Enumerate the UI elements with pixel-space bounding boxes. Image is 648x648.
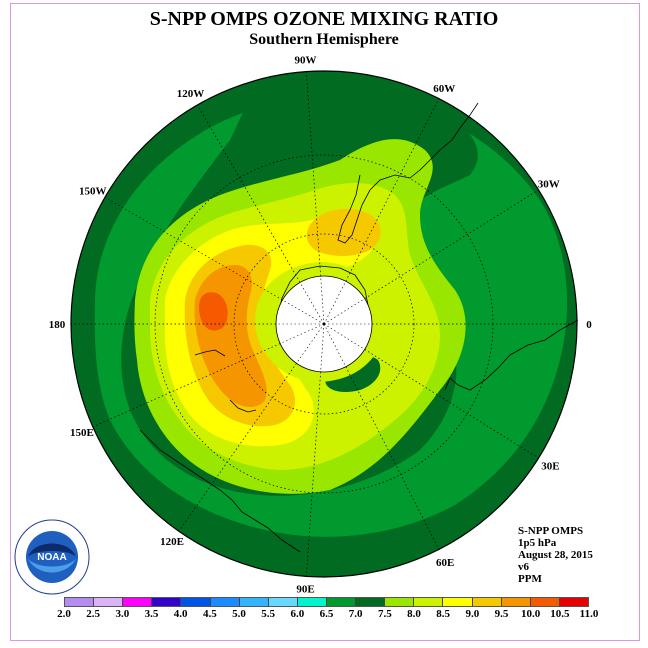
colorbar-tick: 10.0 bbox=[521, 608, 541, 620]
colorbar-segment bbox=[268, 598, 298, 606]
colorbar-segment bbox=[326, 598, 357, 606]
cap-meridian-line bbox=[320, 276, 325, 325]
colorbar-segment bbox=[385, 598, 415, 606]
colorbar-segment bbox=[239, 598, 269, 606]
longitude-label: 150E bbox=[70, 427, 94, 439]
figure-frame bbox=[10, 3, 640, 641]
colorbar-tick: 9.0 bbox=[465, 608, 480, 620]
info-instrument: S-NPP OMPS bbox=[518, 525, 584, 537]
cap-meridian-line bbox=[323, 281, 347, 325]
longitude-label: 90W bbox=[295, 55, 317, 67]
cap-meridian-line bbox=[323, 323, 347, 367]
colorbar-tick: 11.0 bbox=[579, 608, 599, 620]
colorbar bbox=[64, 597, 589, 607]
colorbar-tick: 7.5 bbox=[377, 608, 392, 620]
longitude-label: 120W bbox=[177, 88, 205, 100]
map-title: S-NPP OMPS OZONE MIXING RATIO bbox=[149, 8, 499, 30]
colorbar-tick: 8.0 bbox=[407, 608, 421, 620]
coastlines bbox=[139, 102, 579, 553]
info-units: PPM bbox=[518, 573, 542, 585]
colorbar-tick: 3.0 bbox=[115, 608, 130, 620]
logo-seal bbox=[26, 531, 78, 583]
africa-coast bbox=[444, 319, 579, 391]
colorbar-segment bbox=[65, 598, 95, 606]
longitude-label: 30E bbox=[541, 460, 559, 472]
new-zealand-coast bbox=[194, 349, 257, 413]
colorbar-tick: 6.5 bbox=[319, 608, 334, 620]
south-america-coast bbox=[337, 102, 479, 244]
colorbar-segment bbox=[94, 598, 124, 606]
colorbar-tick: 8.5 bbox=[436, 608, 451, 620]
colorbar-tick: 2.0 bbox=[57, 608, 71, 620]
colorbar-tick: 4.0 bbox=[173, 608, 188, 620]
longitude-label: 150W bbox=[79, 186, 107, 198]
longitude-label: 30W bbox=[538, 179, 560, 191]
info-date: August 28, 2015 bbox=[518, 549, 593, 561]
info-pressure: 1p5 hPa bbox=[518, 537, 557, 549]
map-subtitle: Southern Hemisphere bbox=[249, 31, 399, 48]
colorbar-segment bbox=[123, 598, 153, 606]
contour-8.5-9.0-north bbox=[306, 208, 381, 256]
colorbar-segment bbox=[530, 598, 560, 606]
colorbar-segment bbox=[152, 598, 182, 606]
colorbar-tick: 9.5 bbox=[494, 608, 509, 620]
longitude-label: 120E bbox=[160, 536, 184, 548]
cap-meridian-line bbox=[299, 282, 325, 325]
longitude-label: 60E bbox=[436, 557, 454, 569]
colorbar-segment bbox=[297, 598, 327, 606]
colorbar-tick: 10.5 bbox=[550, 608, 570, 620]
longitude-label: 90E bbox=[296, 583, 314, 595]
colorbar-segment bbox=[356, 598, 386, 606]
colorbar-segment bbox=[210, 598, 240, 606]
colorbar-tick: 6.0 bbox=[290, 608, 305, 620]
colorbar-segment bbox=[414, 598, 444, 606]
colorbar-tick: 5.0 bbox=[232, 608, 246, 620]
product-info: S-NPP OMPS 1p5 hPa August 28, 2015 v6 PP… bbox=[518, 525, 593, 585]
longitude-label: 60W bbox=[433, 83, 455, 95]
longitude-label: 180 bbox=[49, 319, 66, 331]
cap-meridian-line bbox=[320, 323, 325, 372]
cap-meridian-line bbox=[296, 323, 325, 364]
logo-bird-icon bbox=[28, 543, 76, 557]
cap-meridian-line bbox=[323, 298, 365, 325]
colorbar-tick: 7.0 bbox=[348, 608, 363, 620]
colorbar-segment bbox=[472, 598, 502, 606]
noaa-logo: NOAA bbox=[14, 519, 90, 595]
info-version: v6 bbox=[518, 561, 529, 573]
colorbar-segment bbox=[501, 598, 531, 606]
colorbar-tick: 2.5 bbox=[86, 608, 101, 620]
south-pole-marker bbox=[322, 322, 326, 326]
colorbar-tick: 3.5 bbox=[144, 608, 159, 620]
cap-meridian-line bbox=[282, 299, 325, 325]
longitude-label: 0 bbox=[586, 319, 592, 331]
lat-lon-grid bbox=[71, 71, 577, 577]
colorbar-tick-labels: 2.0 2.5 3.0 3.5 4.0 4.5 5.0 5.5 6.0 6.5 7.0 7.5 8.0 8… bbox=[57, 608, 598, 622]
cap-meridian-line bbox=[323, 323, 365, 350]
colorbar-tick: 5.5 bbox=[261, 608, 276, 620]
latitude-circle bbox=[233, 233, 415, 415]
colorbar-tick: 4.5 bbox=[202, 608, 217, 620]
contour-layers bbox=[71, 71, 577, 577]
australia-coast bbox=[139, 429, 301, 553]
logo-wave-icon bbox=[28, 559, 76, 573]
map-border bbox=[70, 70, 578, 578]
cap-meridian-line bbox=[280, 323, 325, 344]
colorbar-segment bbox=[559, 598, 588, 606]
colorbar-segment bbox=[443, 598, 473, 606]
logo-text: NOAA bbox=[37, 552, 66, 563]
polar-cap-grid bbox=[276, 276, 372, 372]
colorbar-segment bbox=[181, 598, 211, 606]
contour-9.5-10.0 bbox=[199, 292, 228, 331]
longitude-labels: 90W 60W 30W 0 30E 60E 90E 120E 150E 180 150W 120W bbox=[49, 55, 593, 596]
